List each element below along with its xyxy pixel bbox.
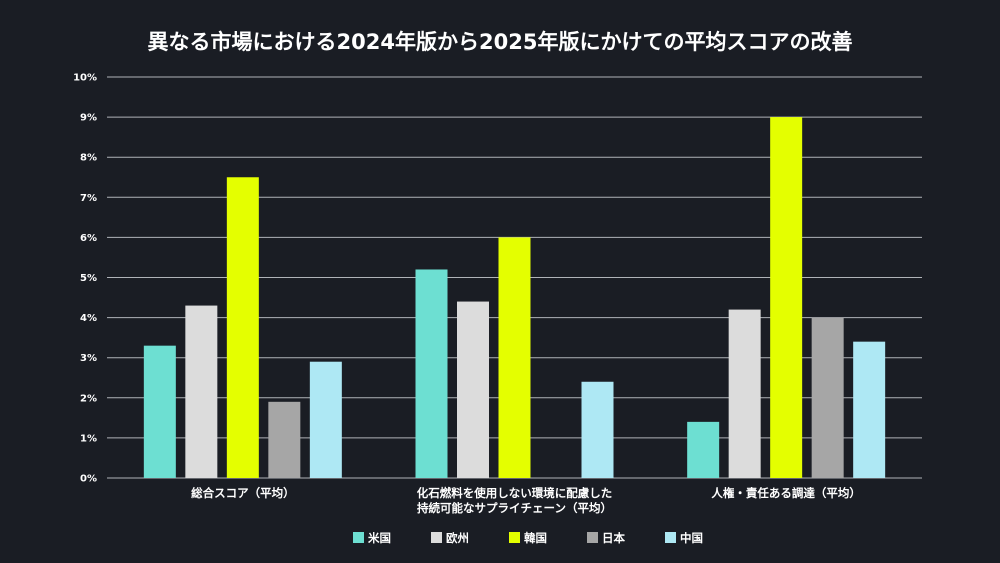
legend-item: 欧州 xyxy=(431,531,469,545)
y-tick-label: 8% xyxy=(80,153,97,164)
bar xyxy=(770,117,803,478)
y-tick-label: 5% xyxy=(80,273,97,284)
y-tick-label: 9% xyxy=(80,113,97,124)
bar xyxy=(268,401,301,478)
legend-item: 日本 xyxy=(587,531,625,545)
y-tick-label: 10% xyxy=(73,73,97,84)
bar xyxy=(853,341,886,478)
legend-item: 韓国 xyxy=(509,531,547,545)
y-tick-label: 0% xyxy=(80,474,97,485)
category-label: 持続可能なサプライチェーン（平均） xyxy=(417,501,612,515)
legend-item: 米国 xyxy=(353,531,391,545)
bar xyxy=(226,177,259,478)
category-label: 化石燃料を使用しない環境に配慮した xyxy=(417,486,613,500)
bar xyxy=(687,421,720,478)
bar xyxy=(498,237,531,478)
y-tick-label: 2% xyxy=(80,393,97,404)
y-tick-label: 3% xyxy=(80,353,97,364)
category-label: 総合スコア（平均） xyxy=(191,486,295,500)
legend-swatch xyxy=(353,532,364,543)
category-labels: 総合スコア（平均） 化石燃料を使用しない環境に配慮した持続可能なサプライチェーン（… xyxy=(191,486,861,515)
legend-label: 日本 xyxy=(602,531,625,545)
bar xyxy=(415,269,448,478)
y-axis-ticks: 0% 1% 2% 3% 4% 5% 6% 7% 8% 9% 10% xyxy=(73,73,97,485)
bars xyxy=(143,117,886,478)
bar xyxy=(457,301,489,478)
legend: 米国 欧州 韓国 日本 中国 xyxy=(353,531,703,545)
legend-label: 欧州 xyxy=(446,531,469,545)
legend-item: 中国 xyxy=(665,531,703,545)
bar xyxy=(185,305,218,478)
legend-swatch xyxy=(587,532,598,543)
legend-swatch xyxy=(431,532,442,543)
bar xyxy=(728,309,761,478)
y-tick-label: 6% xyxy=(80,233,97,244)
legend-swatch xyxy=(665,532,676,543)
bar xyxy=(811,317,844,478)
y-tick-label: 7% xyxy=(80,193,97,204)
bar xyxy=(581,381,614,478)
legend-label: 米国 xyxy=(367,531,391,545)
legend-label: 中国 xyxy=(680,531,703,545)
bar xyxy=(143,345,176,478)
legend-label: 韓国 xyxy=(524,531,547,545)
y-tick-label: 4% xyxy=(80,313,97,324)
chart-title: 異なる市場における2024年版から2025年版にかけての平均スコアの改善 xyxy=(148,30,853,54)
category-label: 人権・責任ある調達（平均） xyxy=(711,486,861,500)
bar xyxy=(309,361,342,478)
y-tick-label: 1% xyxy=(80,433,97,444)
legend-swatch xyxy=(509,532,520,543)
